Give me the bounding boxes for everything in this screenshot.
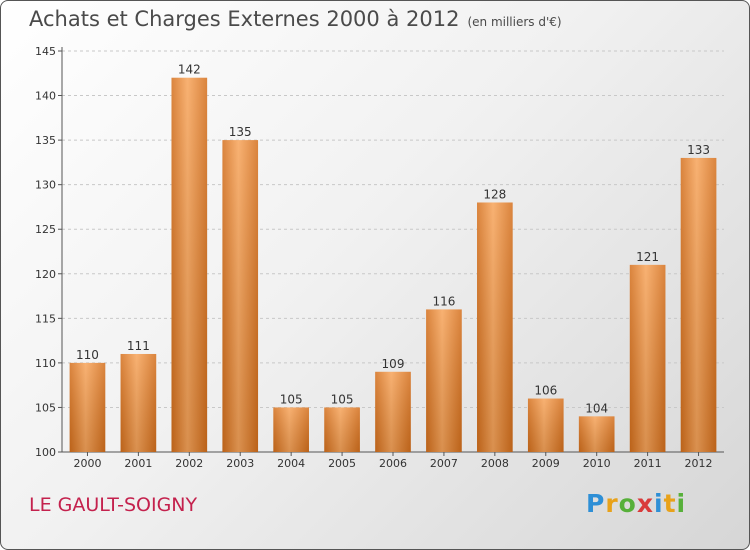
logo-letter: t [663, 489, 677, 518]
bar-value-label: 106 [534, 384, 557, 398]
y-tick-label: 145 [35, 45, 56, 58]
city-name: LE GAULT-SOIGNY [29, 494, 198, 516]
y-tick-label: 100 [35, 446, 56, 459]
y-tick-label: 130 [35, 179, 56, 192]
y-tick-label: 125 [35, 223, 56, 236]
bars [69, 77, 717, 452]
x-tick-label: 2012 [685, 457, 713, 470]
y-tick-label: 105 [35, 401, 56, 414]
bar-value-label: 104 [585, 401, 608, 415]
logo-letter: x [636, 489, 654, 518]
x-tick-label: 2003 [226, 457, 254, 470]
bar-value-label: 105 [331, 392, 354, 406]
logo-letter: i [654, 489, 664, 518]
bar-shade [578, 416, 615, 452]
logo-letter: P [586, 489, 606, 518]
y-tick-label: 140 [35, 90, 56, 103]
x-tick-label: 2006 [379, 457, 407, 470]
x-tick-label: 2010 [583, 457, 611, 470]
bar-shade [426, 309, 462, 452]
logo-letter: o [618, 489, 637, 518]
bar-shade [324, 407, 360, 452]
y-tick-label: 115 [35, 312, 56, 325]
bar-value-label: 105 [280, 392, 303, 406]
x-tick-label: 2001 [124, 457, 152, 470]
x-tick-label: 2005 [328, 457, 356, 470]
y-tick-label: 120 [35, 268, 56, 281]
x-tick-label: 2000 [73, 457, 101, 470]
bar-shade [222, 140, 259, 452]
x-tick-label: 2007 [430, 457, 458, 470]
bar-shade [273, 407, 309, 452]
bar-shade [680, 157, 717, 452]
x-tick-label: 2008 [481, 457, 509, 470]
bar-shade [477, 202, 513, 452]
bar-shade [69, 362, 106, 452]
logo-letter: r [605, 489, 619, 518]
bar-value-label: 135 [229, 125, 252, 139]
y-tick-label: 110 [35, 357, 56, 370]
bar-value-label: 116 [432, 294, 455, 308]
x-tick-label: 2011 [634, 457, 662, 470]
bar-shade [375, 371, 411, 452]
x-tick-label: 2002 [175, 457, 203, 470]
bar-value-label: 110 [76, 348, 99, 362]
bar-value-label: 142 [178, 63, 201, 77]
bar-value-label: 111 [127, 339, 150, 353]
bar-value-label: 109 [382, 357, 405, 371]
logo-letter: i [676, 489, 687, 518]
bar-value-label: 133 [687, 143, 710, 157]
proxiti-logo: Proxiti [586, 489, 686, 518]
bar-value-label: 128 [483, 187, 506, 201]
x-tick-label: 2004 [277, 457, 305, 470]
y-tick-label: 135 [35, 134, 56, 147]
chart-subtitle: (en milliers d'€) [467, 15, 562, 29]
bar-shade [527, 398, 564, 452]
chart-title: Achats et Charges Externes 2000 à 2012 (e… [29, 7, 562, 31]
x-tick-label: 2009 [532, 457, 560, 470]
bar-value-label: 121 [636, 250, 659, 264]
bar-shade [629, 264, 666, 452]
bar-shade [120, 353, 157, 452]
bar-shade [171, 77, 208, 452]
labels: 100 105 110 115 120 125 130 135 140 145 110 2000 111… [35, 45, 713, 470]
